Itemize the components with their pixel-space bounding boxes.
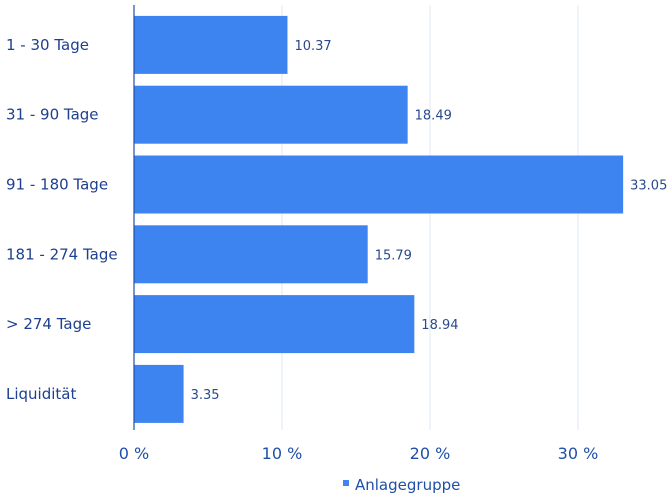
grid-lines xyxy=(281,5,579,430)
legend: Anlagegruppe xyxy=(343,476,460,494)
tick-labels: 0 % 10 % 20 % 30 % xyxy=(119,444,599,463)
bar xyxy=(134,225,368,284)
legend-label: Anlagegruppe xyxy=(355,476,460,494)
bar xyxy=(134,295,415,354)
category-label: 31 - 90 Tage xyxy=(6,106,99,124)
x-tick-label: 20 % xyxy=(410,444,451,463)
data-label: 33.05 xyxy=(630,179,667,194)
bar xyxy=(134,85,408,144)
data-labels: 10.37 18.49 33.05 15.79 18.94 3.35 xyxy=(191,39,668,403)
category-label: 91 - 180 Tage xyxy=(6,176,108,194)
data-label: 3.35 xyxy=(191,388,220,403)
data-label: 18.94 xyxy=(421,318,458,333)
x-tick-label: 30 % xyxy=(558,444,599,463)
bar xyxy=(134,155,624,214)
data-label: 18.49 xyxy=(415,109,452,124)
bar xyxy=(134,364,184,423)
x-tick-label: 0 % xyxy=(119,444,149,463)
data-label: 10.37 xyxy=(294,39,331,54)
bar xyxy=(134,15,288,74)
data-label: 15.79 xyxy=(375,248,412,263)
category-label: Liquidität xyxy=(6,385,76,403)
category-label: 1 - 30 Tage xyxy=(6,36,89,54)
category-label: > 274 Tage xyxy=(6,315,91,333)
category-labels: 1 - 30 Tage 31 - 90 Tage 91 - 180 Tage 181 … xyxy=(6,36,118,403)
x-tick-label: 10 % xyxy=(262,444,303,463)
legend-swatch xyxy=(343,480,349,486)
category-label: 181 - 274 Tage xyxy=(6,245,118,263)
bars xyxy=(134,15,624,423)
